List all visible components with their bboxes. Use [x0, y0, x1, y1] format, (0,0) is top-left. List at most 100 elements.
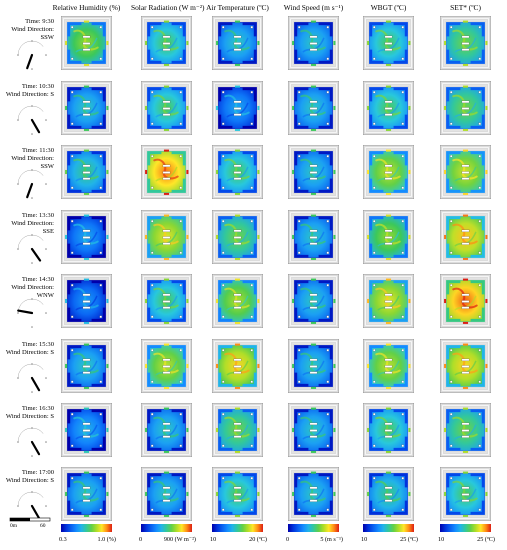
corner-marker [326, 315, 329, 318]
outer-road [365, 212, 412, 262]
corner-marker [450, 57, 453, 60]
building [162, 171, 171, 174]
corner-marker [298, 220, 301, 223]
building [309, 242, 318, 245]
gate [106, 298, 109, 304]
gate [145, 40, 148, 46]
outer-road [143, 83, 190, 133]
outer-road [143, 276, 190, 326]
corner-marker [450, 251, 453, 254]
building [461, 107, 470, 110]
gate [65, 491, 68, 497]
wind-arrow [30, 504, 41, 520]
building [233, 358, 242, 362]
corner-marker [401, 413, 404, 416]
building [82, 365, 91, 368]
corner-marker [222, 57, 225, 60]
compass-tick [45, 441, 47, 443]
corner-marker [71, 380, 74, 383]
gate [385, 278, 392, 281]
corner-marker [478, 477, 481, 480]
gate [163, 149, 170, 152]
compass-arc [17, 40, 44, 56]
building [162, 293, 171, 297]
gate [106, 427, 109, 433]
corner-marker [450, 315, 453, 318]
corner-marker [298, 380, 301, 383]
corner-marker [450, 284, 453, 287]
gate [163, 63, 170, 66]
map-cell-r4-c1 [141, 274, 192, 328]
map-cell-r2-c4 [363, 145, 414, 199]
corner-marker [179, 284, 182, 287]
corner-marker [373, 122, 376, 125]
corner-marker [450, 155, 453, 158]
gate [367, 363, 370, 369]
gate [163, 85, 170, 88]
corner-marker [71, 122, 74, 125]
building [384, 429, 393, 432]
gate [234, 514, 241, 517]
corner-marker [71, 315, 74, 318]
corner-marker [71, 220, 74, 223]
row-label-7: Time: 17:00 Wind Direction: S [0, 469, 54, 485]
corner-marker [222, 413, 225, 416]
corner-marker [401, 315, 404, 318]
building [309, 177, 318, 180]
corner-marker [99, 508, 102, 511]
outer-road [63, 276, 110, 326]
gate [163, 278, 170, 281]
gate [292, 40, 295, 46]
colorbar-min-label: 0 [139, 536, 143, 543]
corner-marker [99, 57, 102, 60]
gate [385, 214, 392, 217]
gate [83, 514, 90, 517]
corner-marker [326, 349, 329, 352]
compass-tick [17, 54, 19, 56]
map-cell-r4-c0 [61, 274, 112, 328]
building [461, 242, 470, 245]
corner-marker [326, 508, 329, 511]
colorbar-2 [212, 524, 263, 532]
building [233, 486, 242, 490]
column-header-0: Relative Humidity (%) [52, 3, 121, 12]
building [309, 171, 318, 174]
colorbar-max-label: 5 (m s⁻¹) [320, 536, 343, 543]
corner-marker [179, 508, 182, 511]
compass-tick [31, 133, 33, 135]
corner-marker [99, 315, 102, 318]
gate [333, 427, 336, 433]
wind-arrow [30, 247, 42, 262]
corner-marker [373, 413, 376, 416]
building [309, 293, 318, 297]
gate [462, 257, 469, 260]
gate [216, 105, 219, 111]
map-cell-r5-c3 [288, 339, 339, 393]
wind-arrow [17, 309, 34, 315]
building [384, 306, 393, 309]
corner-marker [151, 251, 154, 254]
building [461, 300, 470, 303]
gate [408, 298, 411, 304]
row-wind-direction: Wind Direction: SSW [11, 25, 54, 41]
gate [367, 491, 370, 497]
gate [145, 363, 148, 369]
corner-marker [373, 315, 376, 318]
corner-marker [179, 251, 182, 254]
building [233, 35, 242, 39]
corner-marker [373, 444, 376, 447]
gate [310, 85, 317, 88]
map-cell-r0-c4 [363, 16, 414, 70]
gate [216, 491, 219, 497]
outer-road [63, 469, 110, 519]
corner-marker [373, 349, 376, 352]
row-wind-direction: Wind Direction: SSW [11, 154, 54, 170]
corner-marker [401, 91, 404, 94]
row-wind-direction: Wind Direction: SSE [11, 219, 54, 235]
corner-marker [401, 349, 404, 352]
building [162, 371, 171, 374]
gate [216, 40, 219, 46]
compass-arc [17, 234, 44, 250]
building [461, 35, 470, 39]
building [461, 177, 470, 180]
